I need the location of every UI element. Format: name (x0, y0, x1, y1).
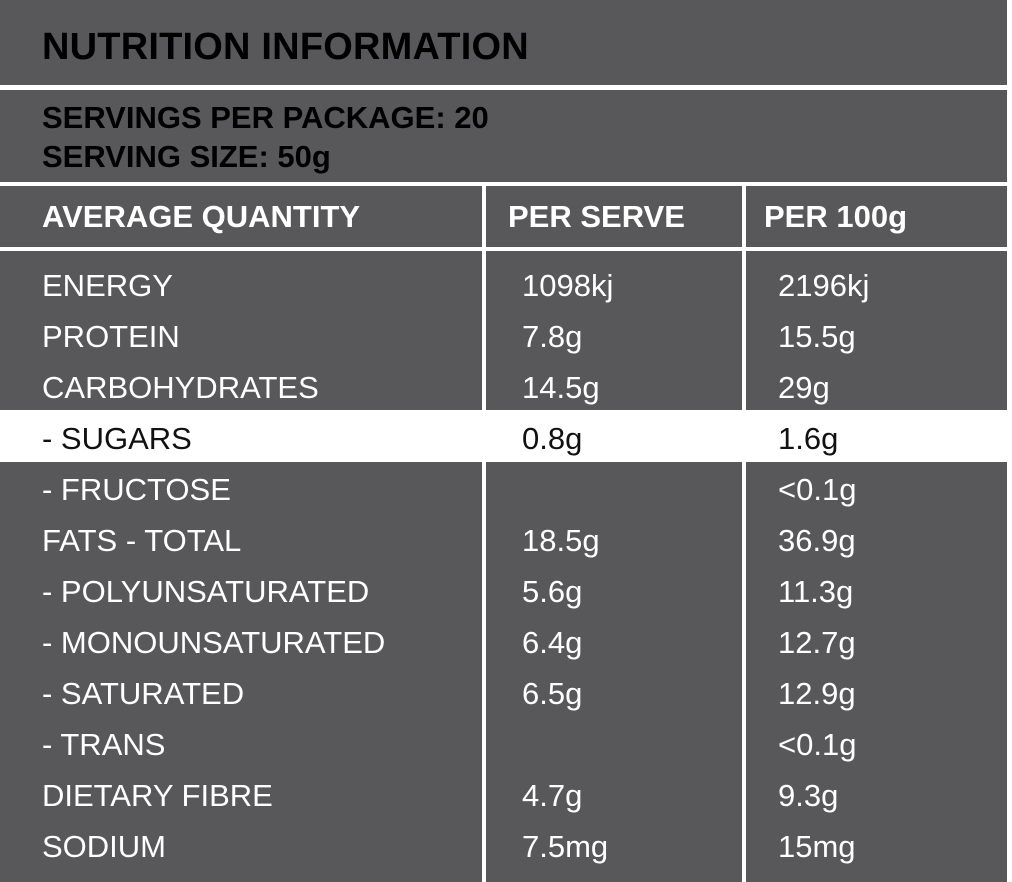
row-group-bottom-100g-cell (746, 462, 1007, 882)
highlighted-row-band (0, 410, 1012, 460)
serving-size: SERVING SIZE: 50g (42, 139, 331, 174)
title-bar (0, 0, 1007, 85)
nutrient-name: - MONOUNSATURATED (42, 625, 386, 660)
row-group-bottom-name-cell (0, 462, 482, 882)
per-serve-value: 7.5mg (522, 829, 609, 864)
nutrient-name: - TRANS (42, 727, 166, 762)
row-group-top-serve-cell (486, 251, 742, 410)
per-serve-value: 18.5g (522, 523, 600, 558)
table-row: FATS - TOTAL 18.5g 36.9g (0, 513, 1012, 564)
table-row: PROTEIN 7.8g 15.5g (0, 309, 1012, 360)
header-per-100g: PER 100g (746, 186, 1007, 247)
per-100g-value: 12.9g (778, 676, 856, 711)
per-100g-value: 15mg (778, 829, 856, 864)
per-100g-value: 2196kj (778, 268, 870, 303)
header-per-serve: PER SERVE (486, 186, 742, 247)
per-100g-value: 11.3g (778, 574, 854, 609)
per-serve-value: 4.7g (522, 778, 583, 813)
nutrient-name: DIETARY FIBRE (42, 778, 273, 813)
per-100g-value: <0.1g (778, 727, 857, 762)
nutrient-name: - SATURATED (42, 676, 245, 711)
table-row: - MONOUNSATURATED 6.4g 12.7g (0, 615, 1012, 666)
per-serve-value: 14.5g (522, 370, 600, 405)
row-group-bottom-serve-cell (486, 462, 742, 882)
per-100g-value: 29g (778, 370, 830, 405)
header-label: AVERAGE QUANTITY (42, 199, 361, 234)
table-row: CARBOHYDRATES 14.5g 29g (0, 360, 1012, 411)
table-row: - FRUCTOSE <0.1g (0, 462, 1012, 513)
table-row: ENERGY 1098kj 2196kj (0, 258, 1012, 309)
per-serve-value: 0.8g (522, 421, 583, 456)
per-serve-value: 6.4g (522, 625, 583, 660)
nutrient-name: - FRUCTOSE (42, 472, 231, 507)
nutrient-name: SODIUM (42, 829, 166, 864)
per-100g-value: 1.6g (778, 421, 839, 456)
nutrient-name: - POLYUNSATURATED (42, 574, 370, 609)
table-row: - SATURATED 6.5g 12.9g (0, 666, 1012, 717)
table-title: NUTRITION INFORMATION (42, 26, 529, 68)
per-100g-value: 9.3g (778, 778, 839, 813)
per-100g-value: <0.1g (778, 472, 857, 507)
per-100g-value: 15.5g (778, 319, 856, 354)
per-100g-value: 36.9g (778, 523, 856, 558)
table-row: - POLYUNSATURATED 5.6g 11.3g (0, 564, 1012, 615)
row-group-top-name-cell (0, 251, 482, 410)
nutrient-name: CARBOHYDRATES (42, 370, 319, 405)
nutrient-name: PROTEIN (42, 319, 180, 354)
table-row: - TRANS <0.1g (0, 717, 1012, 768)
nutrient-name: FATS - TOTAL (42, 523, 242, 558)
table-row-highlighted: - SUGARS 0.8g 1.6g (0, 411, 1012, 462)
servings-bar (0, 90, 1007, 182)
header-average-quantity: AVERAGE QUANTITY (0, 186, 482, 247)
per-serve-value: 7.8g (522, 319, 583, 354)
per-100g-value: 12.7g (778, 625, 856, 660)
row-group-top-100g-cell (746, 251, 1007, 410)
nutrient-name: ENERGY (42, 268, 173, 303)
servings-per-package: SERVINGS PER PACKAGE: 20 (42, 100, 489, 135)
table-row: SODIUM 7.5mg 15mg (0, 819, 1012, 870)
header-label: PER 100g (764, 199, 908, 234)
per-serve-value: 5.6g (522, 574, 583, 609)
table-row: DIETARY FIBRE 4.7g 9.3g (0, 768, 1012, 819)
header-label: PER SERVE (508, 199, 685, 234)
nutrient-name: - SUGARS (42, 421, 192, 456)
per-serve-value: 6.5g (522, 676, 583, 711)
per-serve-value: 1098kj (522, 268, 614, 303)
